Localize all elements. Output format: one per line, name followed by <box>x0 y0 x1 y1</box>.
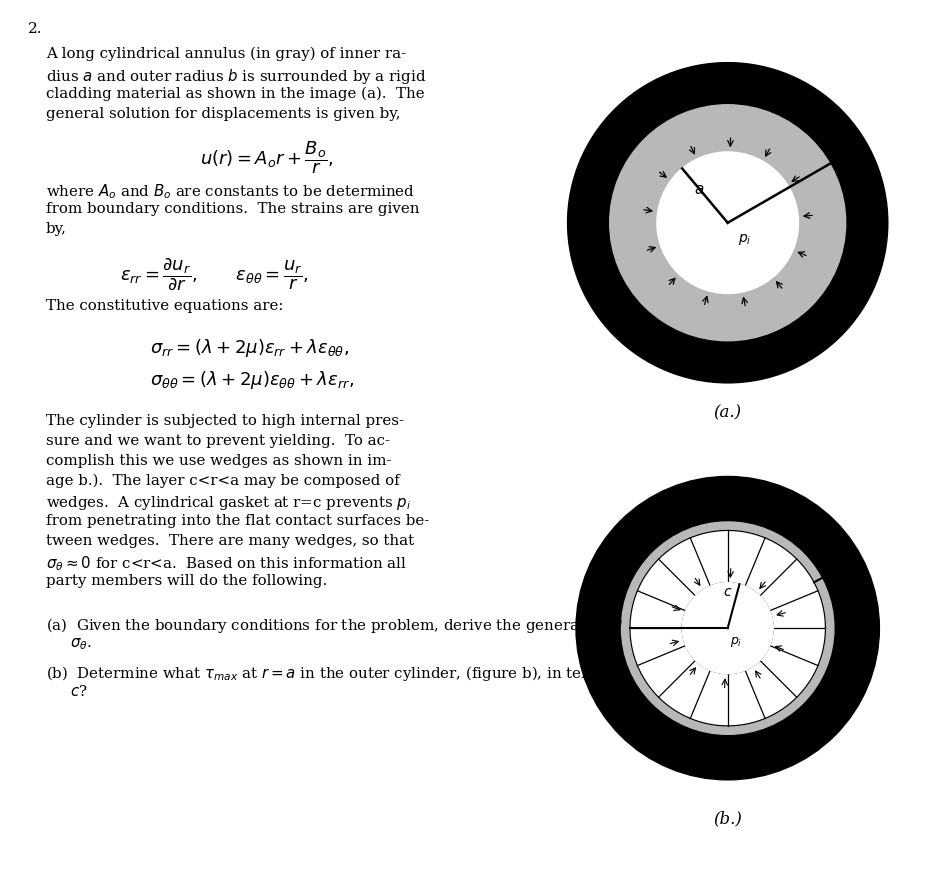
Text: $\sigma_{\theta\theta} = (\lambda + 2\mu)\varepsilon_{\theta\theta} + \lambda\va: $\sigma_{\theta\theta} = (\lambda + 2\mu… <box>150 369 354 391</box>
Text: cladding material as shown in the image (a).  The: cladding material as shown in the image … <box>46 87 425 102</box>
Text: complish this we use wedges as shown in im-: complish this we use wedges as shown in … <box>46 454 391 468</box>
Text: from boundary conditions.  The strains are given: from boundary conditions. The strains ar… <box>46 202 420 216</box>
Text: $b$: $b$ <box>839 151 850 168</box>
Text: $\sigma_\theta$.: $\sigma_\theta$. <box>70 636 92 651</box>
Circle shape <box>657 152 798 293</box>
Text: party members will do the following.: party members will do the following. <box>46 574 327 588</box>
Text: 2.: 2. <box>28 22 43 36</box>
Text: wedges.  A cylindrical gasket at r=c prevents $p_i$: wedges. A cylindrical gasket at r=c prev… <box>46 494 412 512</box>
Text: $\sigma_{rr} = (\lambda + 2\mu)\varepsilon_{rr} + \lambda\varepsilon_{\theta\the: $\sigma_{rr} = (\lambda + 2\mu)\varepsil… <box>150 337 349 359</box>
Text: age b.).  The layer c<r<a may be composed of: age b.). The layer c<r<a may be composed… <box>46 474 400 488</box>
Text: sure and we want to prevent yielding.  To ac-: sure and we want to prevent yielding. To… <box>46 434 390 448</box>
Text: $c$: $c$ <box>723 584 732 599</box>
Text: (b.): (b.) <box>713 810 743 827</box>
Text: $c$?: $c$? <box>70 684 87 699</box>
Circle shape <box>567 62 888 383</box>
Text: (b)  Determine what $\tau_{max}$ at $r = a$ in the outer cylinder, (figure b), i: (b) Determine what $\tau_{max}$ at $r = … <box>46 664 749 683</box>
Text: tween wedges.  There are many wedges, so that: tween wedges. There are many wedges, so … <box>46 534 414 548</box>
Text: $b$: $b$ <box>825 569 835 584</box>
Text: The constitutive equations are:: The constitutive equations are: <box>46 299 284 313</box>
Text: from penetrating into the flat contact surfaces be-: from penetrating into the flat contact s… <box>46 514 429 528</box>
Text: $a$: $a$ <box>614 616 623 630</box>
Text: The cylinder is subjected to high internal pres-: The cylinder is subjected to high intern… <box>46 414 404 428</box>
Text: $p_i$: $p_i$ <box>738 232 751 247</box>
Text: $a$: $a$ <box>694 183 705 197</box>
Circle shape <box>621 522 834 734</box>
Text: $\varepsilon_{rr} = \dfrac{\partial u_r}{\partial r}, \qquad \varepsilon_{\theta: $\varepsilon_{rr} = \dfrac{\partial u_r}… <box>120 256 309 292</box>
Circle shape <box>610 105 845 340</box>
Text: dius $a$ and outer radius $b$ is surrounded by a rigid: dius $a$ and outer radius $b$ is surroun… <box>46 67 426 86</box>
Circle shape <box>576 477 880 780</box>
Text: general solution for displacements is given by,: general solution for displacements is gi… <box>46 107 400 121</box>
Circle shape <box>682 583 773 674</box>
Text: (a.): (a.) <box>714 405 742 421</box>
Circle shape <box>630 530 825 726</box>
Text: $\sigma_\theta \approx 0$ for c<r<a.  Based on this information all: $\sigma_\theta \approx 0$ for c<r<a. Bas… <box>46 554 407 573</box>
Text: (a)  Given the boundary conditions for the problem, derive the general expressio: (a) Given the boundary conditions for th… <box>46 616 750 635</box>
Text: $u(r) = A_o r + \dfrac{B_o}{r},$: $u(r) = A_o r + \dfrac{B_o}{r},$ <box>200 139 334 176</box>
Text: A long cylindrical annulus (in gray) of inner ra-: A long cylindrical annulus (in gray) of … <box>46 47 406 61</box>
Text: $p_i$: $p_i$ <box>730 634 743 649</box>
Text: where $A_o$ and $B_o$ are constants to be determined: where $A_o$ and $B_o$ are constants to b… <box>46 182 415 200</box>
Text: by,: by, <box>46 222 67 236</box>
